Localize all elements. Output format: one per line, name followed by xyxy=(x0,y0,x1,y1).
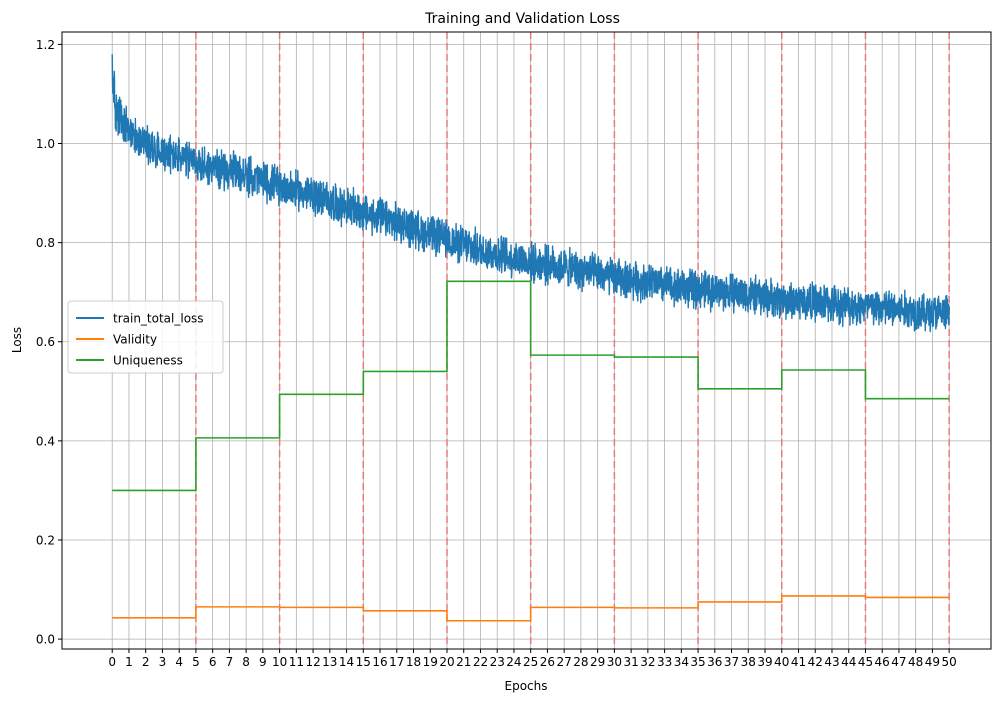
x-tick-label: 4 xyxy=(175,655,183,669)
x-tick-label: 40 xyxy=(774,655,789,669)
x-tick-label: 33 xyxy=(657,655,672,669)
x-tick-label: 26 xyxy=(540,655,555,669)
y-axis-ticks: 0.0 0.2 0.4 0.6 0.8 1.0 1.2 xyxy=(36,38,62,647)
x-tick-label: 22 xyxy=(473,655,488,669)
x-tick-label: 23 xyxy=(490,655,505,669)
x-tick-label: 42 xyxy=(808,655,823,669)
x-tick-label: 0 xyxy=(108,655,116,669)
x-tick-label: 12 xyxy=(305,655,320,669)
x-tick-label: 25 xyxy=(523,655,538,669)
x-tick-label: 9 xyxy=(259,655,267,669)
x-tick-label: 30 xyxy=(607,655,622,669)
x-axis-label: Epochs xyxy=(505,679,548,693)
x-tick-label: 1 xyxy=(125,655,133,669)
x-tick-label: 44 xyxy=(841,655,856,669)
x-tick-label: 13 xyxy=(322,655,337,669)
x-tick-label: 11 xyxy=(289,655,304,669)
y-tick-label: 1.0 xyxy=(36,137,55,151)
chart-title: Training and Validation Loss xyxy=(424,11,620,27)
y-tick-label: 0.6 xyxy=(36,335,55,349)
x-tick-label: 21 xyxy=(456,655,471,669)
x-tick-label: 28 xyxy=(573,655,588,669)
x-tick-label: 43 xyxy=(824,655,839,669)
legend-label: train_total_loss xyxy=(113,312,204,326)
x-tick-label: 8 xyxy=(242,655,250,669)
x-tick-label: 47 xyxy=(891,655,906,669)
x-tick-label: 6 xyxy=(209,655,217,669)
x-tick-label: 35 xyxy=(690,655,705,669)
x-tick-label: 10 xyxy=(272,655,287,669)
x-tick-label: 24 xyxy=(506,655,521,669)
x-tick-label: 15 xyxy=(356,655,371,669)
x-tick-label: 20 xyxy=(439,655,454,669)
y-axis-label: Loss xyxy=(10,327,24,353)
series-line-validity xyxy=(112,595,950,622)
y-tick-label: 1.2 xyxy=(36,38,55,52)
x-tick-label: 31 xyxy=(623,655,638,669)
x-axis-ticks: 0 1 2 3 4 5 6 7 8 9 10 11 12 13 14 15 16 17 18 19 20 21 22 23 24… xyxy=(108,649,957,669)
y-tick-label: 0.2 xyxy=(36,533,55,547)
x-tick-label: 29 xyxy=(590,655,605,669)
legend-box xyxy=(67,300,224,374)
x-tick-label: 19 xyxy=(423,655,438,669)
legend-label: Uniqueness xyxy=(113,354,183,368)
x-tick-label: 37 xyxy=(724,655,739,669)
series-line-uniqueness xyxy=(112,280,950,492)
x-tick-label: 18 xyxy=(406,655,421,669)
y-tick-label: 0.0 xyxy=(36,633,55,647)
x-tick-label: 2 xyxy=(142,655,150,669)
x-tick-label: 50 xyxy=(942,655,957,669)
x-tick-label: 49 xyxy=(925,655,940,669)
x-tick-label: 17 xyxy=(389,655,404,669)
x-tick-label: 32 xyxy=(640,655,655,669)
series-lines xyxy=(111,54,950,622)
x-tick-label: 46 xyxy=(875,655,890,669)
x-tick-label: 7 xyxy=(226,655,234,669)
x-tick-label: 34 xyxy=(674,655,689,669)
x-tick-label: 45 xyxy=(858,655,873,669)
x-tick-label: 14 xyxy=(339,655,354,669)
x-tick-label: 48 xyxy=(908,655,923,669)
legend: train_total_loss Validity Uniqueness xyxy=(67,300,224,374)
x-tick-label: 38 xyxy=(741,655,756,669)
y-tick-label: 0.8 xyxy=(36,236,55,250)
x-tick-label: 16 xyxy=(372,655,387,669)
x-tick-label: 39 xyxy=(757,655,772,669)
x-tick-label: 41 xyxy=(791,655,806,669)
x-tick-label: 3 xyxy=(159,655,167,669)
series-line-train_total_loss xyxy=(111,54,950,333)
x-tick-label: 27 xyxy=(557,655,572,669)
x-tick-label: 36 xyxy=(707,655,722,669)
y-tick-label: 0.4 xyxy=(36,434,55,448)
plot-frame xyxy=(61,31,992,650)
legend-label: Validity xyxy=(113,333,157,347)
x-tick-label: 5 xyxy=(192,655,200,669)
